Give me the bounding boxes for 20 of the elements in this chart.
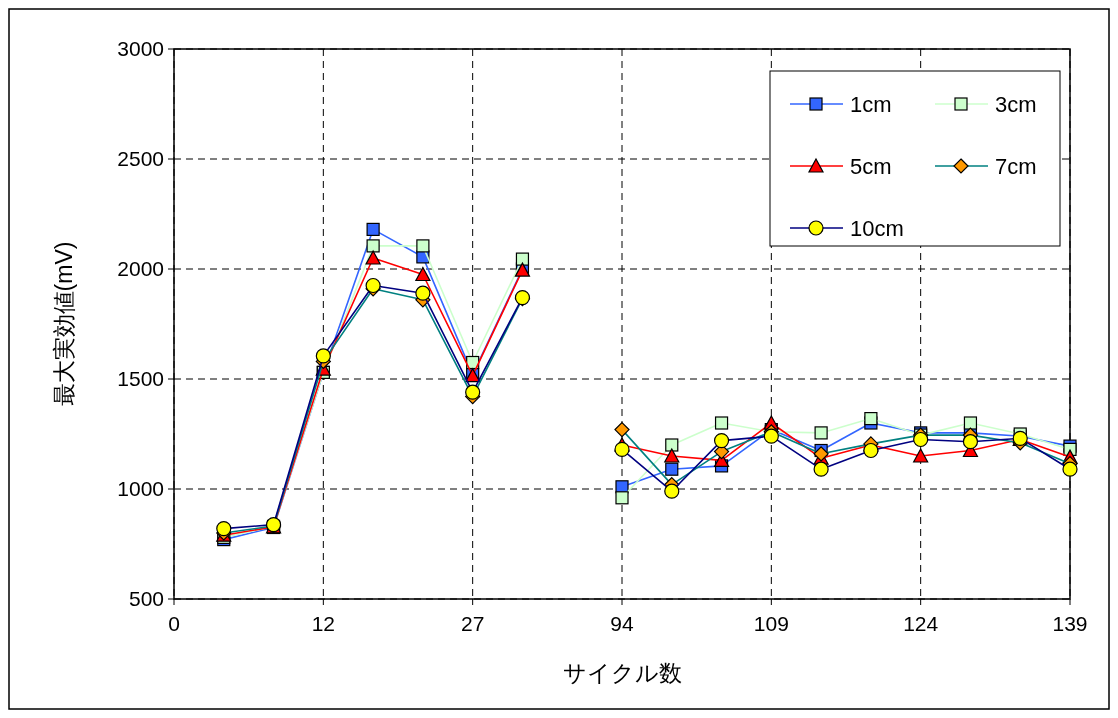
- x-tick-label: 139: [1052, 612, 1088, 635]
- legend-label: 7cm: [995, 154, 1037, 179]
- x-tick-label: 27: [460, 612, 485, 635]
- legend-label: 1cm: [850, 92, 892, 117]
- x-axis-title: サイクル数: [562, 660, 682, 686]
- y-tick-label: 2500: [117, 147, 164, 171]
- legend-label: 5cm: [850, 154, 892, 179]
- y-tick-label: 2000: [117, 257, 164, 281]
- legend-label: 3cm: [995, 92, 1037, 117]
- y-tick-label: 500: [128, 587, 164, 611]
- y-tick-label: 1000: [117, 477, 164, 501]
- y-tick-label: 1500: [117, 367, 164, 391]
- y-tick-label: 3000: [117, 37, 164, 61]
- x-tick-label: 0: [168, 612, 180, 635]
- legend-label: 10cm: [850, 216, 904, 241]
- x-tick-label: 12: [311, 612, 336, 635]
- y-axis-title: 最大実効値(mV): [51, 241, 77, 407]
- x-tick-label: 109: [753, 612, 789, 635]
- x-tick-label: 94: [610, 612, 634, 635]
- x-tick-label: 124: [903, 612, 939, 635]
